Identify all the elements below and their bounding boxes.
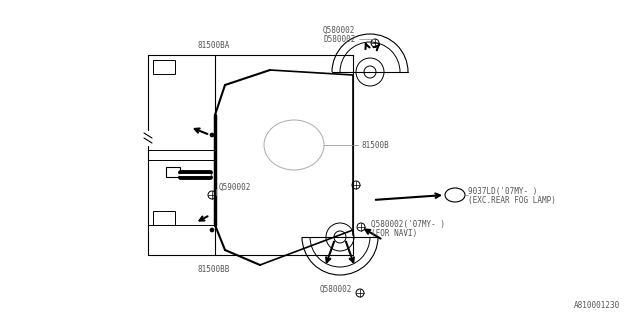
Bar	[153, 60, 175, 74]
Text: 81500BB: 81500BB	[198, 266, 230, 275]
Text: A810001230: A810001230	[573, 301, 620, 310]
Text: Q580002('07MY- ): Q580002('07MY- )	[371, 220, 445, 228]
Text: Q580002: Q580002	[320, 284, 353, 293]
Bar	[153, 211, 175, 225]
Text: 81500B: 81500B	[361, 140, 388, 149]
Text: 9037LD('07MY- ): 9037LD('07MY- )	[468, 187, 538, 196]
Text: Q590002: Q590002	[219, 182, 252, 191]
Bar	[166, 167, 180, 177]
Text: 81500BA: 81500BA	[198, 41, 230, 50]
Text: (EXC.REAR FOG LAMP): (EXC.REAR FOG LAMP)	[468, 196, 556, 204]
Circle shape	[210, 133, 214, 137]
Text: (FOR NAVI): (FOR NAVI)	[371, 228, 417, 237]
Text: D580002: D580002	[323, 35, 355, 44]
Circle shape	[210, 228, 214, 232]
Text: Q580002: Q580002	[323, 26, 355, 35]
